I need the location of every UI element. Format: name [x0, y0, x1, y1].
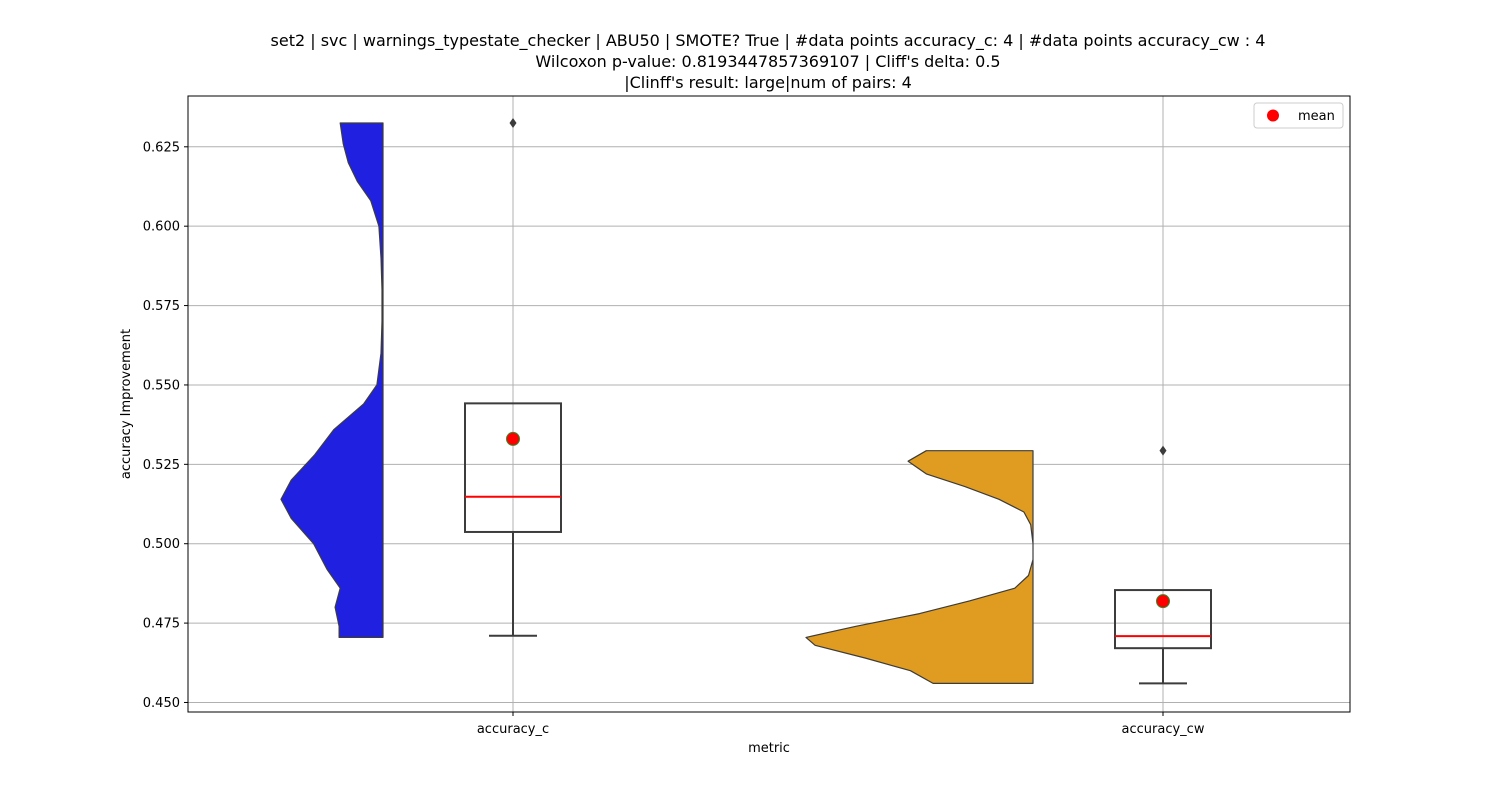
y-tick-label: 0.450	[143, 696, 180, 711]
chart-title: set2 | svc | warnings_typestate_checker …	[271, 31, 1266, 92]
y-tick-label: 0.625	[143, 140, 180, 155]
y-axis: 0.450 0.475 0.500 0.525 0.550 0.575 0.600 0.625	[143, 140, 188, 711]
box-accuracy_c	[464, 402, 562, 533]
x-tick-label: accuracy_cw	[1122, 722, 1205, 737]
legend-box	[1253, 102, 1344, 129]
outlier-point	[509, 117, 517, 128]
mean-marker	[506, 431, 520, 446]
violin-accuracy_c	[280, 122, 384, 638]
y-tick-label: 0.600	[143, 220, 180, 235]
y-tick-label: 0.500	[143, 537, 180, 552]
boxplots	[464, 117, 1212, 685]
plot-frame	[187, 95, 1351, 713]
legend: mean	[1253, 102, 1344, 129]
box-accuracy_cw	[1114, 589, 1212, 650]
violins	[280, 122, 1034, 684]
title-line-3: |Clinff's result: large|num of pairs: 4	[624, 73, 912, 92]
x-axis: accuracy_c accuracy_cw	[477, 712, 1205, 737]
title-line-1: set2 | svc | warnings_typestate_checker …	[271, 31, 1266, 51]
x-tick-label: accuracy_c	[477, 722, 549, 737]
x-axis-label: metric	[748, 741, 790, 756]
y-axis-label: accuracy Improvement	[119, 329, 134, 479]
outlier-point	[1159, 445, 1167, 456]
legend-mean-label: mean	[1298, 109, 1335, 124]
y-tick-label: 0.525	[143, 458, 180, 473]
violin-accuracy_cw	[805, 450, 1034, 684]
y-tick-label: 0.475	[143, 617, 180, 632]
y-tick-label: 0.575	[143, 299, 180, 314]
y-tick-label: 0.550	[143, 378, 180, 393]
mean-marker	[1156, 594, 1170, 609]
legend-mean-marker	[1267, 109, 1279, 122]
title-line-2: Wilcoxon p-value: 0.8193447857369107 | C…	[535, 52, 1000, 71]
